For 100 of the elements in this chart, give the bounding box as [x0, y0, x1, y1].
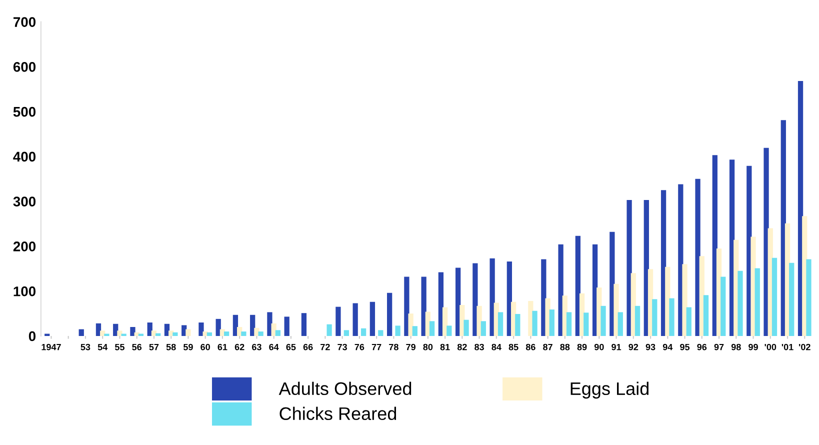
x-tick-label: 83 [474, 344, 484, 350]
bar [703, 295, 709, 336]
bar [584, 312, 589, 336]
x-tick-label: 81 [440, 344, 450, 350]
bar [100, 330, 106, 336]
x-tick-label: 84 [492, 344, 502, 350]
bar [429, 321, 435, 336]
x-tick-label: 90 [594, 344, 604, 350]
bar [618, 312, 623, 336]
bar [156, 333, 161, 336]
bar [686, 307, 692, 336]
x-tick-label: 66 [303, 344, 313, 350]
bar [789, 262, 794, 336]
bar [600, 306, 606, 336]
x-tick-label: 64 [269, 344, 279, 350]
bar [464, 320, 469, 336]
x-tick-label: 82 [457, 344, 467, 350]
bar [480, 321, 486, 336]
x-tick-label: 1947 [42, 344, 61, 350]
x-tick-label: 87 [543, 344, 552, 350]
bar [378, 330, 384, 336]
bar [78, 329, 84, 336]
x-tick-label: 54 [98, 344, 108, 350]
bar [566, 312, 572, 336]
bar [352, 303, 358, 336]
x-tick-label: 76 [354, 344, 364, 350]
bar [284, 316, 290, 336]
y-tick-label: 700 [14, 17, 36, 27]
x-tick-label: 94 [662, 344, 673, 350]
bar [258, 331, 264, 336]
x-tick-label: 99 [748, 344, 758, 350]
x-tick-label: 98 [731, 344, 741, 350]
bar [395, 326, 400, 336]
x-tick-label: 59 [183, 344, 193, 350]
y-tick-label: 0 [28, 331, 36, 342]
legend-label: Eggs Laid [570, 382, 648, 399]
bar [387, 292, 392, 336]
x-tick-label: 93 [646, 344, 656, 350]
x-tick-label: 97 [714, 344, 724, 350]
x-tick-label: 72 [320, 344, 330, 350]
x-tick-label: 63 [252, 344, 262, 350]
bar [421, 276, 426, 336]
bar [446, 326, 452, 336]
y-tick-label: 100 [14, 286, 36, 296]
bar [806, 259, 812, 336]
x-tick-label: '00 [764, 344, 776, 350]
bar [241, 331, 246, 336]
bar [772, 258, 778, 336]
bar [614, 284, 619, 336]
bar [336, 306, 341, 336]
x-tick-label: 53 [80, 344, 90, 350]
bar [326, 324, 332, 336]
bar [130, 327, 136, 336]
bar [198, 322, 204, 336]
x-tick-label: 55 [114, 344, 124, 350]
bar [275, 330, 280, 336]
bar [626, 200, 632, 336]
x-tick-label: '02 [799, 344, 810, 350]
bar [151, 330, 157, 336]
bar [695, 178, 700, 336]
x-tick-label: 80 [423, 344, 433, 350]
y-tick-label: 500 [13, 106, 36, 117]
bar [558, 244, 564, 336]
x-tick-label: 73 [338, 344, 348, 350]
bar [370, 302, 376, 336]
bar [147, 322, 152, 336]
bar [738, 270, 743, 336]
x-tick-label: 85 [508, 344, 518, 350]
x-tick-label: '01 [782, 344, 794, 350]
bar [250, 314, 256, 336]
bar [652, 299, 658, 336]
bar [476, 306, 482, 336]
x-tick-label: 77 [372, 344, 382, 350]
bar [117, 330, 122, 336]
y-tick-label: 400 [13, 152, 36, 162]
x-tick-label: 86 [526, 344, 536, 350]
bar [532, 310, 538, 336]
x-tick-label: 60 [200, 344, 210, 350]
bar [206, 332, 212, 336]
x-tick-label: 89 [577, 344, 587, 350]
bar [634, 306, 640, 336]
legend-label: Adults Observed [278, 382, 412, 396]
bar [301, 313, 307, 336]
bar [412, 326, 418, 336]
bar [224, 331, 230, 336]
x-tick-label: 91 [612, 344, 622, 350]
y-tick-label: 300 [13, 196, 36, 207]
x-tick-label: 79 [406, 344, 416, 350]
bar [490, 258, 495, 336]
x-tick-label: 78 [389, 344, 398, 350]
bar [754, 268, 760, 336]
bar [172, 332, 178, 336]
bar [186, 329, 191, 336]
x-tick-label: 65 [286, 344, 296, 350]
bar [498, 312, 504, 336]
x-tick-label: 92 [628, 344, 638, 350]
bar [669, 298, 674, 336]
bar [408, 314, 414, 336]
bar [549, 309, 554, 336]
x-tick-label: 62 [234, 344, 244, 350]
